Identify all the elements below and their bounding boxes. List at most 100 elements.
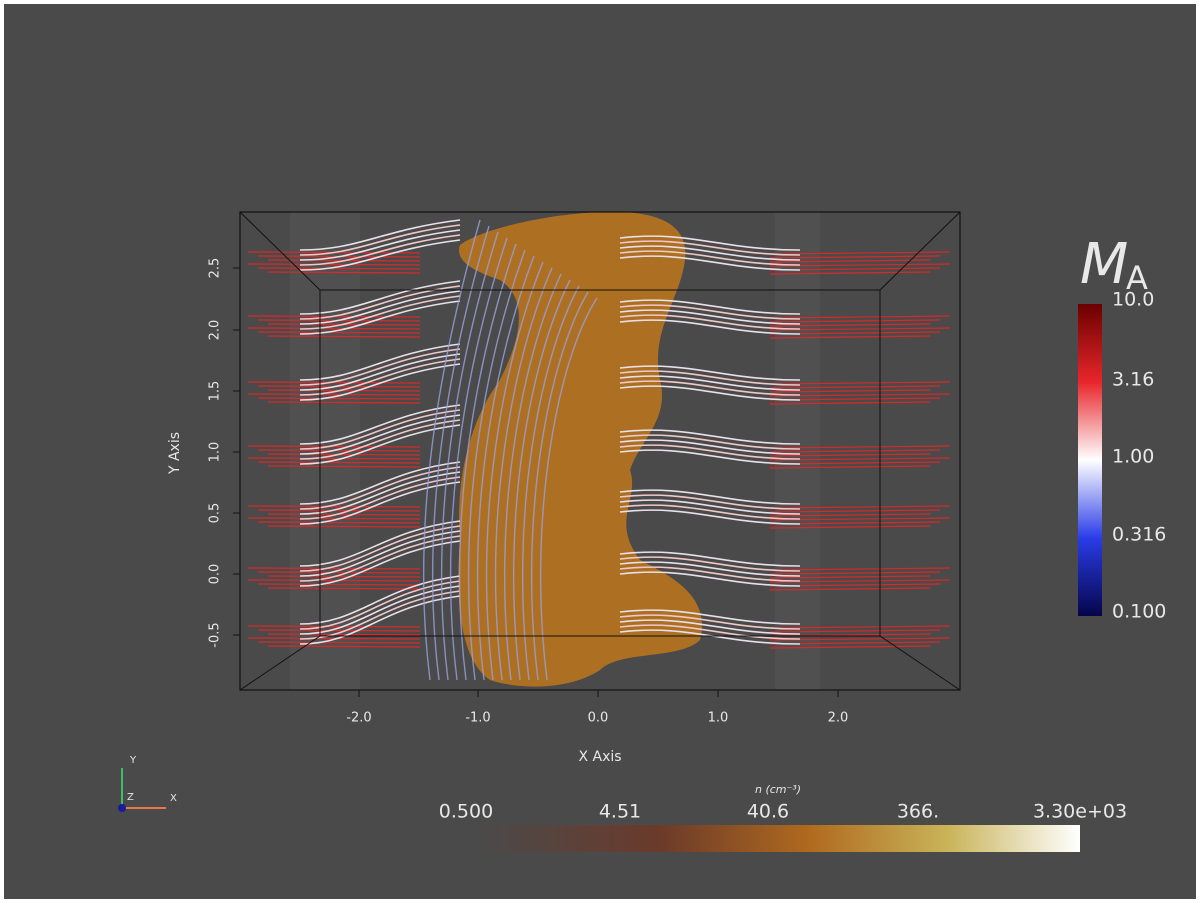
- red-line: [257, 267, 421, 270]
- red-line: [769, 453, 931, 457]
- red-line: [257, 397, 421, 400]
- colorbar-ma-subscript: A: [1126, 259, 1148, 297]
- red-line: [247, 579, 421, 582]
- colorbar-n-label: 40.6: [747, 801, 789, 823]
- red-line: [769, 259, 931, 263]
- streamline: [299, 224, 801, 256]
- red-line: [769, 575, 931, 579]
- red-line: [769, 505, 951, 509]
- red-line: [257, 331, 421, 334]
- y-tick-label: 1.0: [208, 442, 223, 463]
- streamline-blue: [521, 285, 580, 681]
- red-line: [257, 629, 421, 632]
- red-line: [267, 453, 421, 456]
- streamline-blue: [530, 291, 589, 681]
- y-axis-label: Y Axis: [167, 432, 183, 475]
- red-line: [769, 255, 941, 259]
- red-line: [769, 587, 931, 591]
- red-line: [247, 457, 421, 460]
- streamline: [299, 595, 801, 645]
- red-line: [769, 315, 951, 319]
- red-line: [247, 637, 421, 640]
- red-line: [267, 271, 421, 274]
- red-line: [769, 381, 951, 385]
- red-line: [267, 575, 421, 578]
- x-axis-label: X Axis: [578, 749, 621, 765]
- scene: [239, 211, 961, 691]
- colorbar-ma-label: 0.100: [1112, 601, 1166, 623]
- red-line: [769, 629, 941, 633]
- red-line: [769, 385, 941, 389]
- streamline-blue: [494, 267, 553, 681]
- streamline: [299, 219, 801, 251]
- red-line: [769, 525, 931, 529]
- colorbar-ma-label: 3.16: [1112, 369, 1154, 391]
- red-line: [257, 583, 421, 586]
- red-line: [267, 401, 421, 404]
- red-line: [267, 335, 421, 338]
- streamline-blue: [512, 279, 571, 681]
- red-line: [247, 505, 421, 508]
- red-line: [769, 513, 931, 517]
- box-edges: [239, 211, 961, 691]
- red-line: [257, 641, 421, 644]
- red-line: [769, 323, 931, 327]
- red-line: [769, 251, 951, 255]
- red-line: [769, 571, 941, 575]
- colorbar-n-label: 4.51: [599, 801, 641, 823]
- red-line: [769, 271, 931, 275]
- axis-x-label: X: [170, 793, 177, 804]
- colorbar-ma-label: 1.00: [1112, 446, 1154, 468]
- red-line: [267, 513, 421, 516]
- y-tick-label: 2.0: [208, 320, 223, 341]
- red-line: [257, 521, 421, 524]
- bounding-box: [239, 211, 961, 691]
- colorbar-n-label: 0.500: [439, 801, 493, 823]
- y-tick-label: 0.0: [208, 564, 223, 585]
- streamline-blue: [503, 273, 562, 681]
- orientation-axes: Y Z X: [118, 755, 177, 812]
- red-line: [267, 525, 421, 528]
- colorbar-ma-label: 10.0: [1112, 289, 1154, 311]
- y-tick-label: 0.5: [208, 503, 223, 524]
- axis-z-label: Z: [127, 792, 134, 803]
- streamline: [299, 590, 801, 640]
- red-line: [247, 263, 421, 266]
- streamline-blue: [422, 219, 481, 681]
- red-line: [769, 509, 941, 513]
- red-line: [769, 401, 931, 405]
- red-line: [769, 319, 941, 323]
- streamline: [299, 239, 801, 271]
- red-line: [247, 445, 421, 448]
- colorbar-n-label: 366.: [897, 801, 939, 823]
- red-line: [257, 571, 421, 574]
- red-line: [267, 645, 421, 648]
- red-line: [257, 461, 421, 464]
- y-tick-label: -0.5: [208, 622, 223, 647]
- axis-z: [118, 804, 126, 812]
- red-line: [769, 389, 931, 393]
- colorbar-ma-title: M: [1080, 232, 1128, 297]
- axis-y-label: Y: [129, 755, 137, 766]
- streamline-blue: [467, 249, 526, 681]
- red-line: [267, 587, 421, 590]
- bounding-box-back: [319, 289, 881, 637]
- streamline-blue: [458, 243, 517, 681]
- streamline-blue: [440, 231, 499, 681]
- red-line: [267, 389, 421, 392]
- streamline-blue: [539, 297, 598, 681]
- red-line: [769, 465, 931, 469]
- streamline-blue: [476, 255, 535, 681]
- streamline: [299, 234, 801, 266]
- red-line: [257, 509, 421, 512]
- colorbar-ma: [1078, 304, 1102, 616]
- red-line: [769, 449, 941, 453]
- x-tick-label: -2.0: [346, 711, 371, 726]
- colorbar-n-title: n (cm⁻³): [755, 783, 801, 796]
- red-line: [267, 633, 421, 636]
- red-line: [769, 335, 931, 339]
- x-tick-label: 2.0: [828, 711, 849, 726]
- red-line: [769, 445, 951, 449]
- streamline-blue: [485, 261, 544, 681]
